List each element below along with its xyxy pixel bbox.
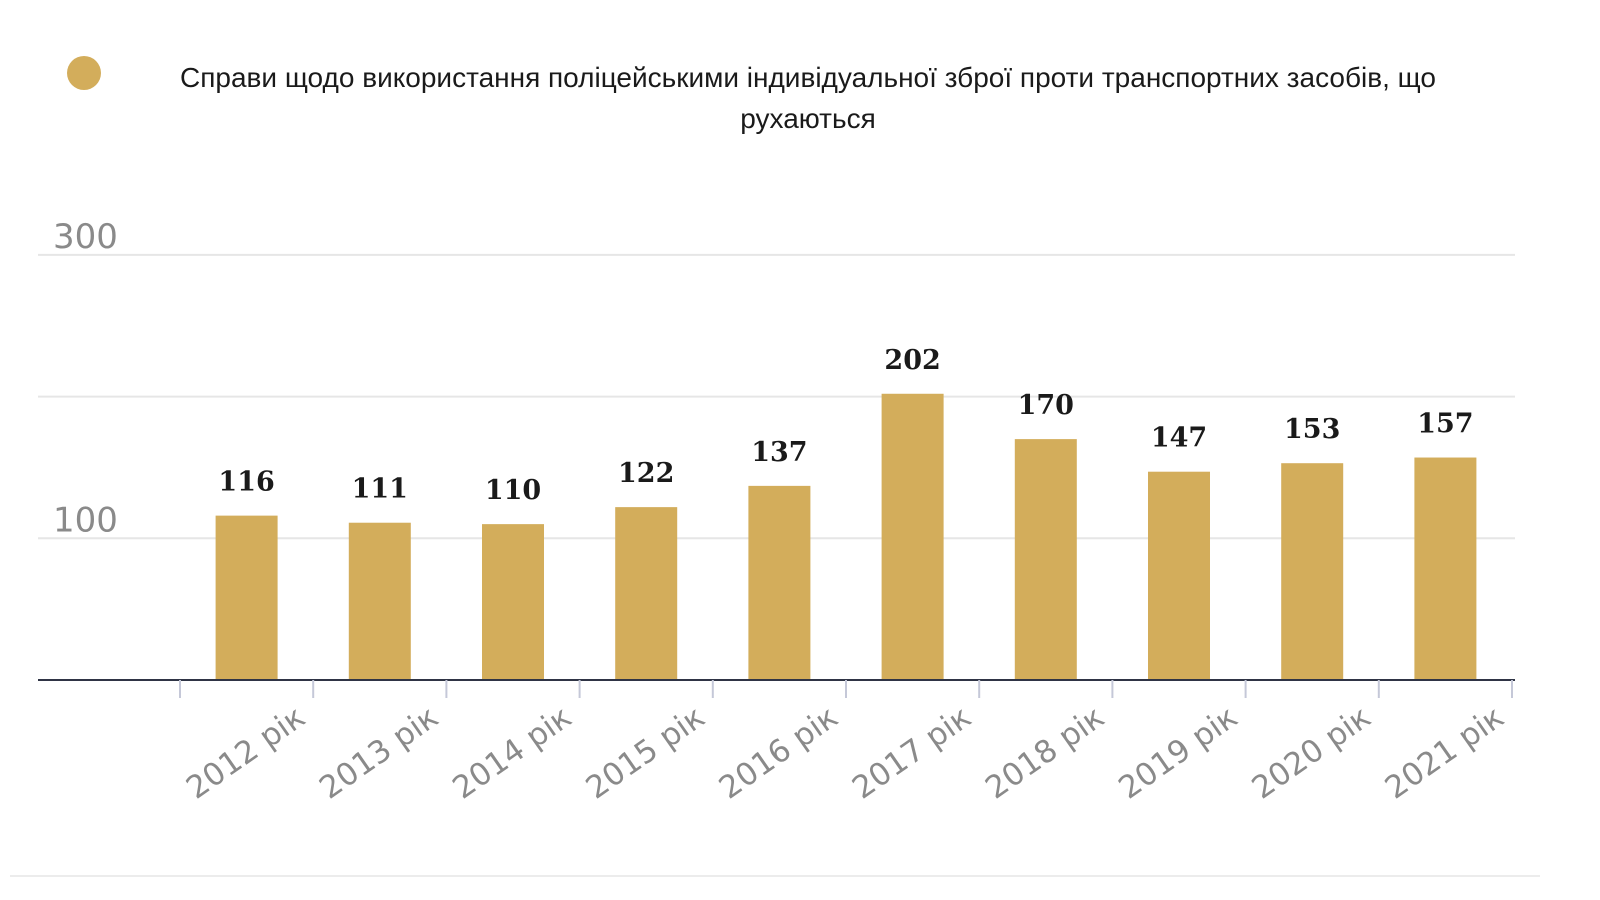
- bar-2016: [748, 485, 811, 680]
- data-label-2021: 157: [1417, 409, 1473, 440]
- x-tick-label-2014: 2014 рік: [446, 699, 578, 806]
- data-label-2016: 137: [751, 437, 807, 468]
- y-tick-label-300: 300: [53, 217, 118, 257]
- x-tick-label-2015: 2015 рік: [580, 699, 712, 806]
- x-tick-label-2018: 2018 рік: [979, 699, 1111, 806]
- data-label-2015: 122: [618, 458, 674, 489]
- bar-2017: [881, 393, 944, 680]
- x-tick-label-2019: 2019 рік: [1112, 699, 1244, 806]
- data-label-2013: 111: [352, 474, 408, 505]
- legend-marker: [67, 56, 101, 90]
- data-label-2017: 202: [884, 345, 940, 376]
- y-axis-ticks: 100 300: [53, 217, 118, 540]
- bar-2020: [1281, 463, 1344, 680]
- x-tick-label-2013: 2013 рік: [313, 699, 445, 806]
- data-labels: 116 111 110 122 137 202 170 147 153 157: [218, 345, 1473, 506]
- legend-label-line-1: Справи щодо використання поліцейськими і…: [180, 62, 1436, 93]
- data-label-2018: 170: [1018, 390, 1074, 421]
- data-label-2019: 147: [1151, 423, 1207, 454]
- bar-2015: [615, 507, 678, 680]
- data-label-2012: 116: [218, 467, 274, 498]
- bar-2018: [1014, 439, 1077, 680]
- data-label-2014: 110: [485, 475, 541, 506]
- x-axis: 2012 рік 2013 рік 2014 рік 2015 рік 2016 рік…: [38, 679, 1515, 806]
- bar-2013: [348, 522, 411, 680]
- legend: Справи щодо використання поліцейськими і…: [67, 56, 1436, 134]
- bar-2012: [215, 515, 278, 680]
- x-tick-label-2020: 2020 рік: [1246, 699, 1378, 806]
- data-label-2020: 153: [1284, 414, 1340, 445]
- x-tick-label-2017: 2017 рік: [846, 699, 978, 806]
- y-tick-label-100: 100: [53, 500, 118, 540]
- legend-label-line-2: рухаються: [740, 103, 875, 134]
- x-tick-label-2012: 2012 рік: [180, 699, 312, 806]
- bar-2021: [1414, 457, 1477, 680]
- bar-2019: [1148, 471, 1210, 680]
- bars: [215, 393, 1477, 680]
- x-tick-label-2021: 2021 рік: [1379, 699, 1511, 806]
- x-tick-label-2016: 2016 рік: [713, 699, 845, 806]
- bar-2014: [482, 524, 544, 680]
